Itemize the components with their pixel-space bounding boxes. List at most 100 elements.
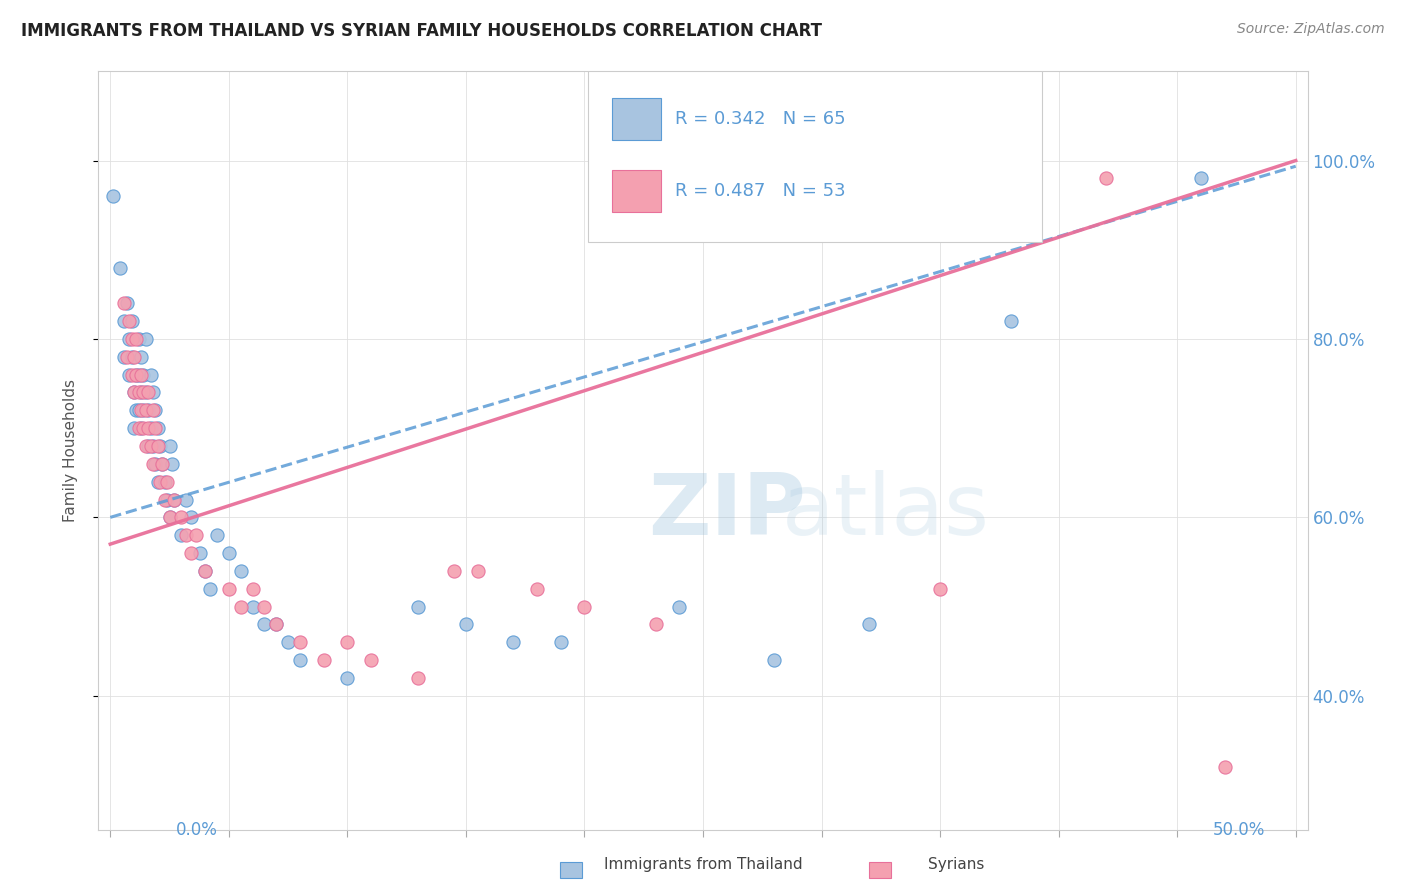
- Text: 50.0%: 50.0%: [1213, 821, 1265, 838]
- Point: [170, 510, 193, 524]
- Point: [526, 582, 548, 596]
- Point: [136, 421, 159, 435]
- Point: [194, 564, 217, 578]
- Point: [122, 350, 145, 364]
- Point: [929, 582, 952, 596]
- Point: [264, 617, 287, 632]
- Point: [129, 421, 152, 435]
- Point: [125, 368, 148, 382]
- Point: [146, 439, 169, 453]
- Point: [229, 564, 252, 578]
- Point: [288, 653, 311, 667]
- Point: [143, 457, 166, 471]
- Point: [644, 617, 666, 632]
- Point: [668, 599, 690, 614]
- Point: [132, 421, 155, 435]
- Point: [288, 635, 311, 649]
- Point: [160, 457, 183, 471]
- Point: [114, 350, 136, 364]
- Bar: [613, 98, 661, 139]
- Point: [135, 385, 157, 400]
- Point: [184, 528, 207, 542]
- Point: [180, 510, 202, 524]
- Point: [218, 546, 240, 560]
- Point: [143, 421, 166, 435]
- Point: [101, 189, 124, 203]
- Point: [454, 617, 477, 632]
- Point: [163, 492, 186, 507]
- Point: [142, 457, 165, 471]
- FancyBboxPatch shape: [588, 71, 1042, 242]
- Point: [156, 475, 179, 489]
- Point: [152, 457, 174, 471]
- Point: [128, 332, 150, 346]
- Point: [128, 385, 150, 400]
- Point: [180, 546, 202, 560]
- Point: [115, 350, 138, 364]
- Point: [149, 475, 172, 489]
- Point: [763, 653, 786, 667]
- Point: [128, 368, 150, 382]
- Point: [128, 403, 150, 417]
- Point: [312, 653, 335, 667]
- Point: [125, 332, 148, 346]
- Point: [264, 617, 287, 632]
- Point: [128, 421, 150, 435]
- Point: [129, 403, 152, 417]
- Point: [114, 296, 136, 310]
- Point: [149, 439, 172, 453]
- Text: R = 0.342   N = 65: R = 0.342 N = 65: [675, 110, 846, 128]
- Text: Source: ZipAtlas.com: Source: ZipAtlas.com: [1237, 22, 1385, 37]
- Point: [143, 403, 166, 417]
- Point: [125, 403, 148, 417]
- Point: [121, 368, 143, 382]
- Point: [194, 564, 217, 578]
- Point: [1213, 760, 1236, 774]
- Point: [135, 439, 157, 453]
- Point: [253, 617, 276, 632]
- Point: [277, 635, 299, 649]
- Point: [858, 617, 880, 632]
- Point: [190, 546, 212, 560]
- Text: ZIP: ZIP: [648, 469, 806, 553]
- Point: [229, 599, 252, 614]
- Point: [129, 368, 152, 382]
- Point: [122, 385, 145, 400]
- Point: [336, 635, 359, 649]
- Point: [139, 368, 162, 382]
- Point: [218, 582, 240, 596]
- Point: [242, 582, 264, 596]
- Point: [159, 510, 181, 524]
- Point: [118, 314, 141, 328]
- Text: Immigrants from Thailand: Immigrants from Thailand: [603, 857, 803, 872]
- Point: [408, 599, 430, 614]
- Point: [142, 385, 165, 400]
- Point: [115, 296, 138, 310]
- Point: [253, 599, 276, 614]
- Point: [146, 421, 169, 435]
- Point: [121, 350, 143, 364]
- Text: 0.0%: 0.0%: [176, 821, 218, 838]
- Point: [122, 385, 145, 400]
- Point: [136, 403, 159, 417]
- Point: [152, 457, 174, 471]
- Text: atlas: atlas: [782, 469, 990, 553]
- Text: IMMIGRANTS FROM THAILAND VS SYRIAN FAMILY HOUSEHOLDS CORRELATION CHART: IMMIGRANTS FROM THAILAND VS SYRIAN FAMIL…: [21, 22, 823, 40]
- Point: [135, 332, 157, 346]
- Point: [121, 332, 143, 346]
- Point: [242, 599, 264, 614]
- Point: [408, 671, 430, 685]
- Point: [135, 403, 157, 417]
- Point: [114, 314, 136, 328]
- Point: [502, 635, 524, 649]
- Point: [163, 492, 186, 507]
- Text: Syrians: Syrians: [928, 857, 984, 872]
- Point: [139, 439, 162, 453]
- Point: [1000, 314, 1022, 328]
- Point: [146, 475, 169, 489]
- Point: [142, 403, 165, 417]
- Point: [574, 599, 596, 614]
- Point: [443, 564, 465, 578]
- Point: [136, 439, 159, 453]
- Point: [170, 528, 193, 542]
